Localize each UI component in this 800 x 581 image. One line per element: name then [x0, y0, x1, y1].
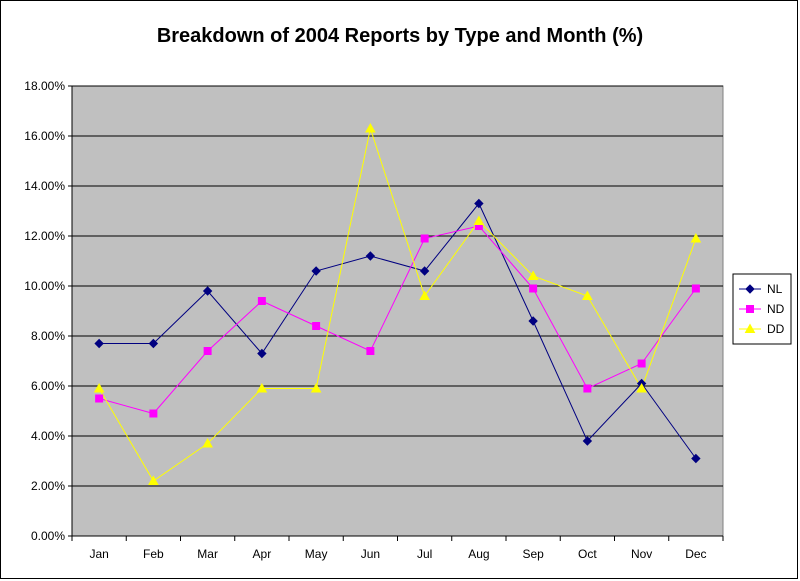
- data-point-dd: [582, 290, 593, 300]
- y-tick-label: 0.00%: [31, 529, 65, 543]
- data-point-nd: [691, 284, 700, 293]
- x-axis-ticks: Jan Feb Mar Apr May Jun Jul Aug Sep Oct Nov Dec: [71, 536, 724, 561]
- data-point-nl: [148, 338, 159, 349]
- data-point-nl: [419, 266, 430, 276]
- data-point-nl: [311, 266, 321, 276]
- legend-marker-nl: [745, 284, 755, 294]
- chart-title: Breakdown of 2004 Reports by Type and Mo…: [157, 25, 643, 47]
- data-point-nd: [149, 409, 158, 418]
- x-tick-label: Dec: [685, 547, 706, 561]
- y-tick-label: 12.00%: [24, 229, 65, 243]
- data-point-dd: [527, 270, 539, 280]
- data-point-nl: [474, 198, 484, 209]
- data-point-dd: [93, 382, 105, 393]
- plot-area: [71, 85, 724, 537]
- data-point-nd: [312, 322, 321, 330]
- data-point-dd: [365, 122, 376, 133]
- x-tick-label: Mar: [197, 547, 218, 561]
- x-tick-label: Oct: [578, 547, 597, 561]
- x-tick-label: Jul: [417, 547, 432, 561]
- data-point-nl: [582, 436, 593, 446]
- series-lines: [98, 126, 697, 482]
- y-tick-label: 2.00%: [31, 479, 65, 493]
- data-point-nl: [691, 453, 701, 464]
- legend-label-nl: NL: [767, 282, 783, 296]
- y-tick-label: 18.00%: [24, 79, 65, 93]
- legend-label-nd: ND: [767, 302, 785, 316]
- series-line-nl: [99, 202, 697, 459]
- legend-marker-dd: [744, 323, 756, 333]
- x-tick-label: Nov: [631, 547, 652, 561]
- data-point-dd: [148, 475, 159, 485]
- data-point-nl: [94, 338, 104, 349]
- x-tick-label: Feb: [143, 547, 164, 561]
- data-point-nd: [420, 234, 429, 243]
- data-point-nd: [203, 347, 212, 355]
- data-point-nd: [583, 384, 592, 393]
- data-point-nl: [365, 251, 376, 261]
- y-tick-label: 4.00%: [31, 429, 65, 443]
- data-point-dd: [202, 437, 213, 448]
- y-tick-label: 8.00%: [31, 329, 65, 343]
- x-tick-label: Jan: [89, 547, 108, 561]
- data-point-nl: [257, 348, 267, 359]
- y-tick-label: 16.00%: [24, 129, 65, 143]
- data-point-nl: [528, 316, 538, 326]
- data-point-dd: [256, 382, 268, 393]
- data-point-nd: [257, 297, 266, 305]
- data-point-dd: [310, 382, 322, 393]
- x-tick-label: Sep: [522, 547, 544, 561]
- data-point-nl: [202, 286, 213, 296]
- data-point-nd: [637, 359, 646, 368]
- series-line-dd: [98, 126, 697, 482]
- data-point-dd: [636, 382, 647, 393]
- series-line-nd: [98, 225, 697, 415]
- data-point-nd: [529, 284, 538, 293]
- data-point-nd: [95, 394, 104, 403]
- data-point-nd: [366, 347, 375, 355]
- legend: NL ND DD: [732, 273, 792, 345]
- gridlines: [72, 85, 723, 487]
- x-tick-label: Aug: [468, 547, 489, 561]
- x-tick-label: Apr: [253, 547, 272, 561]
- y-axis-ticks: 0.00% 2.00% 4.00% 6.00% 8.00% 10.00% 12.00% 14.…: [24, 79, 72, 543]
- legend-marker-nd: [746, 305, 754, 313]
- data-point-dd: [473, 215, 485, 225]
- legend-label-dd: DD: [767, 322, 785, 336]
- y-tick-label: 14.00%: [24, 179, 65, 193]
- y-tick-label: 10.00%: [24, 279, 65, 293]
- y-tick-label: 6.00%: [31, 379, 65, 393]
- x-tick-label: Jun: [361, 547, 380, 561]
- series-markers: [93, 122, 702, 485]
- x-tick-label: May: [305, 547, 328, 561]
- data-point-dd: [419, 290, 430, 300]
- data-point-dd: [690, 232, 702, 243]
